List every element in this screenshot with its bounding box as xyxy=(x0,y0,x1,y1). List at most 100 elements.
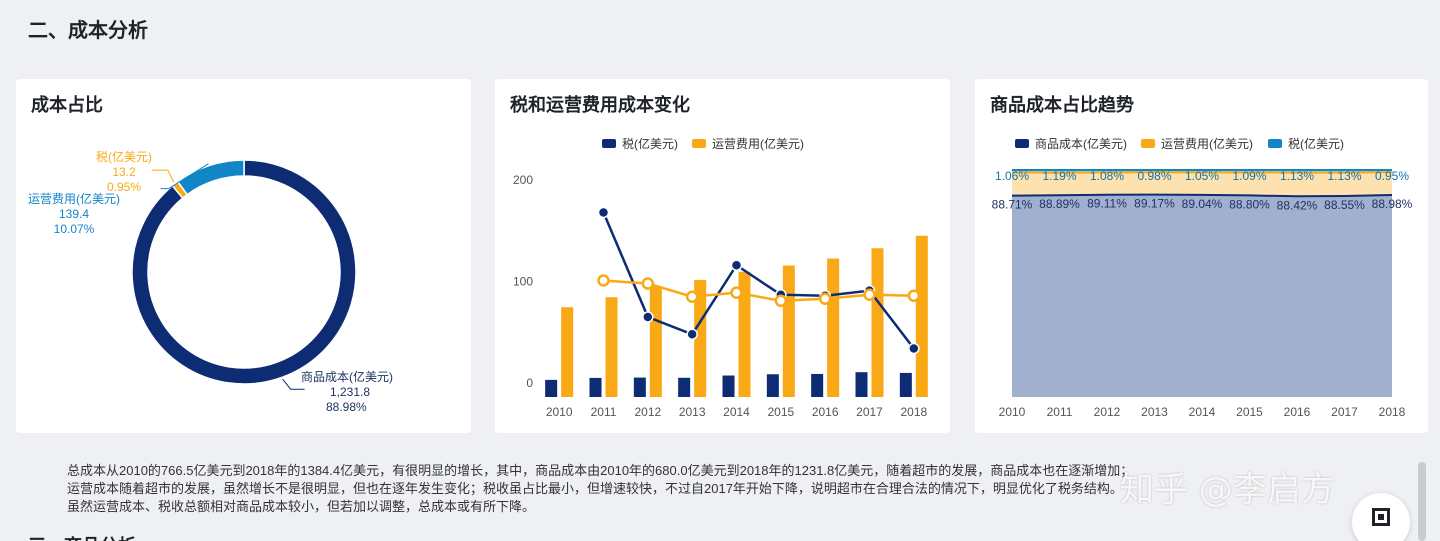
bar-opex xyxy=(738,271,751,397)
line-point xyxy=(686,328,698,341)
legend-label: 税(亿美元) xyxy=(1288,136,1344,151)
legend-marker xyxy=(692,139,706,148)
pie-leader-line xyxy=(151,169,175,183)
area-data-label: 88.71% xyxy=(992,198,1033,212)
bar-opex xyxy=(827,258,840,397)
pie-label-name: 税(亿美元) xyxy=(96,149,152,164)
x-tick-label: 2011 xyxy=(1047,405,1073,419)
x-tick-label: 2014 xyxy=(1189,405,1216,419)
area-data-label: 0.95% xyxy=(1375,169,1409,183)
area-data-label: 0.98% xyxy=(1137,169,1171,183)
area-data-label: 1.05% xyxy=(1185,169,1219,183)
pie-leader-line xyxy=(282,378,305,390)
area-data-label: 88.42% xyxy=(1277,198,1318,212)
pie-chart-title: 成本占比 xyxy=(31,95,103,115)
line-point xyxy=(863,288,876,301)
area-data-label: 88.55% xyxy=(1324,198,1365,212)
share-trend-card: 商品成本占比趋势 商品成本(亿美元) 运营费用(亿美元) 税(亿美元) 88.71% 8… xyxy=(975,79,1428,433)
line-point xyxy=(685,290,699,303)
area-data-label: 1.13% xyxy=(1280,169,1314,183)
bar-opex xyxy=(915,235,928,397)
bar-tax xyxy=(589,377,602,397)
legend-label: 税(亿美元) xyxy=(622,136,678,151)
x-tick-label: 2010 xyxy=(546,405,573,419)
pie-chart: 商品成本(亿美元)1,231.888.98% 税(亿美元)13.20.95%运营费… xyxy=(28,149,393,414)
x-tick-label: 2017 xyxy=(856,405,883,419)
pie-leader-line xyxy=(160,163,209,190)
legend-marker xyxy=(1015,139,1029,148)
bar-tax xyxy=(766,374,779,397)
area-chart-title: 商品成本占比趋势 xyxy=(990,95,1134,115)
area-data-label: 88.89% xyxy=(1039,197,1080,211)
x-tick-label: 2013 xyxy=(1141,405,1168,419)
line-point xyxy=(818,292,832,306)
line-point xyxy=(774,294,788,308)
summary-text: 总成本从2010的766.5亿美元到2018年的1384.4亿美元，有很明显的增… xyxy=(67,462,1407,516)
area-data-label: 88.80% xyxy=(1229,197,1270,211)
bar-tax xyxy=(899,372,912,397)
bar-opex xyxy=(605,297,618,397)
x-tick-label: 2015 xyxy=(1236,405,1263,419)
area-data-label: 1.19% xyxy=(1042,169,1076,183)
line-point xyxy=(642,311,654,323)
line-point xyxy=(907,289,921,302)
pie-label-name: 运营费用(亿美元) xyxy=(28,191,120,206)
x-tick-label: 2013 xyxy=(679,405,706,419)
bar-tax xyxy=(722,375,735,397)
pie-label-value: 139.4 xyxy=(59,207,89,221)
area-data-label: 88.98% xyxy=(1372,197,1413,211)
line-point xyxy=(730,286,743,299)
fullscreen-button[interactable] xyxy=(1352,493,1410,541)
legend-marker xyxy=(1268,139,1282,148)
pie-label-value: 13.2 xyxy=(112,165,136,179)
x-tick-label: 2017 xyxy=(1331,405,1358,419)
summary-line: 运营成本随着超市的发展，虽然增长不是很明显，但也在逐年发生变化；税收虽占比最小，… xyxy=(67,481,1123,496)
pie-label-percent: 0.95% xyxy=(107,180,141,194)
line-point xyxy=(641,277,655,290)
line-point xyxy=(730,259,743,272)
x-tick-label: 2011 xyxy=(591,405,617,419)
area-data-label: 1.08% xyxy=(1090,169,1124,183)
section-title: 二、成本分析 xyxy=(28,20,148,42)
x-tick-label: 2018 xyxy=(900,405,927,419)
legend-label: 商品成本(亿美元) xyxy=(1035,136,1127,151)
legend-label: 运营费用(亿美元) xyxy=(712,136,804,151)
cost-share-card: 成本占比 商品成本(亿美元) 1,231.8 88.98% 税(亿美元) 13.2 0.9… xyxy=(16,79,471,433)
legend-label: 运营费用(亿美元) xyxy=(1161,136,1253,151)
bar-opex xyxy=(871,248,884,397)
tax-opex-card: 税和运营费用成本变化 税(亿美元) 运营费用(亿美元) 0 100 200 2010 201… xyxy=(495,79,950,433)
y-tick-label: 200 xyxy=(513,173,533,187)
bar-opex xyxy=(649,286,662,397)
area-data-label: 89.17% xyxy=(1134,197,1175,211)
pie-label-percent: 10.07% xyxy=(54,222,95,236)
y-tick-label: 0 xyxy=(526,376,533,390)
fullscreen-icon xyxy=(1372,508,1390,526)
area-line xyxy=(1011,193,1393,198)
bar-chart: 税(亿美元) 运营费用(亿美元) 0 100 200 2010 2011 2012 2013 20… xyxy=(513,136,928,419)
area-data-label: 89.04% xyxy=(1182,197,1223,211)
bar-tax xyxy=(811,373,824,397)
x-tick-label: 2014 xyxy=(723,405,750,419)
x-tick-label: 2010 xyxy=(999,405,1026,419)
x-tick-label: 2016 xyxy=(812,405,839,419)
bar-tax xyxy=(545,379,558,397)
area-chart: 商品成本(亿美元) 运营费用(亿美元) 税(亿美元) 88.71% 88.89% 89.1… xyxy=(992,136,1413,419)
summary-line: 总成本从2010的766.5亿美元到2018年的1384.4亿美元，有很明显的增… xyxy=(67,463,1134,478)
line-series xyxy=(602,211,915,350)
y-tick-label: 100 xyxy=(513,275,533,289)
scrollbar[interactable] xyxy=(1418,462,1426,541)
watermark: 知乎 @李启方 xyxy=(1120,470,1335,510)
summary-line: 虽然运营成本、税收总额相对商品成本较小，但若加以调整，总成本或有所下降。 xyxy=(67,499,536,514)
area-band xyxy=(1012,194,1392,397)
bar-chart-title: 税和运营费用成本变化 xyxy=(510,95,690,115)
x-tick-label: 2015 xyxy=(767,405,794,419)
x-tick-label: 2012 xyxy=(634,405,661,419)
next-section-title: 三、商品分析 xyxy=(28,532,136,541)
bar-tax xyxy=(678,377,691,397)
pie-slice xyxy=(176,159,245,196)
x-tick-label: 2012 xyxy=(1094,405,1121,419)
bar-tax xyxy=(633,377,646,397)
pie-label-name: 商品成本(亿美元) xyxy=(301,369,393,384)
bar-tax xyxy=(855,372,868,397)
line-point xyxy=(597,274,610,287)
